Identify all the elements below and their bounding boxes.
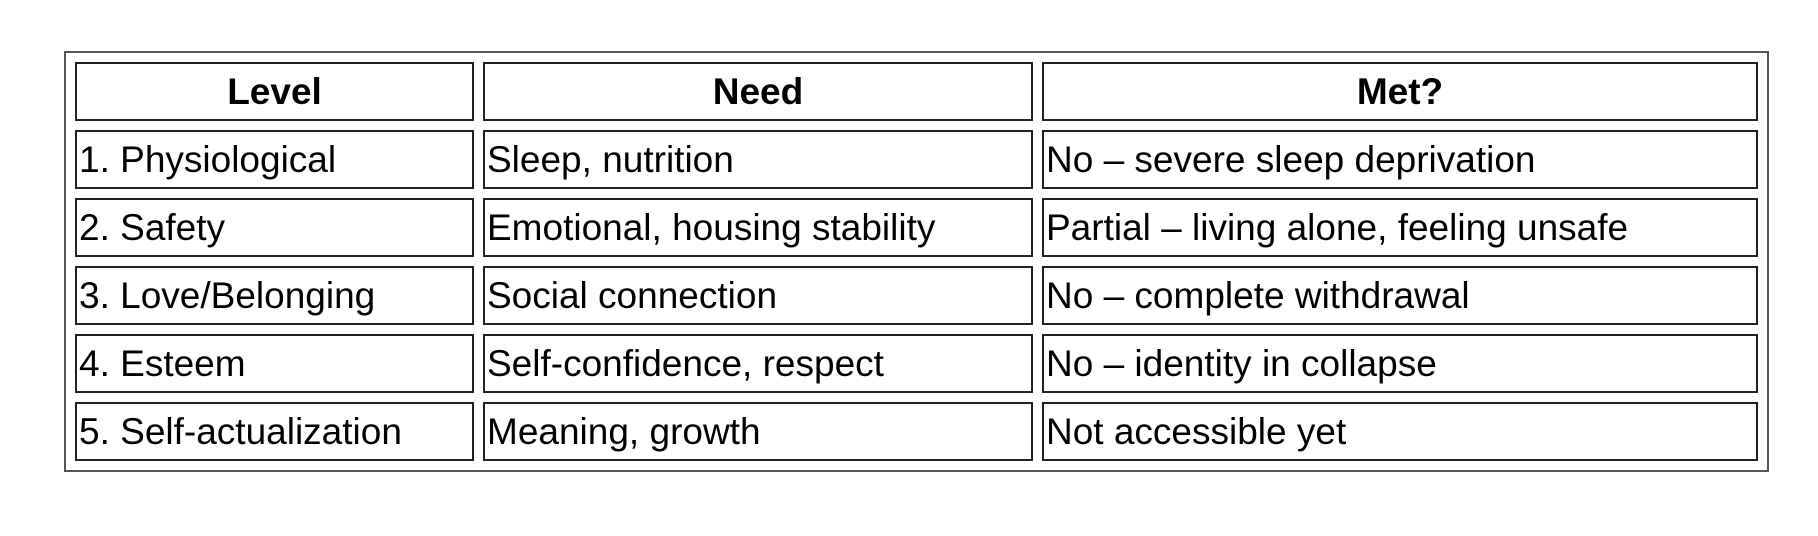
table-cell: 2. Safety bbox=[75, 198, 474, 257]
header-cell: Level bbox=[75, 62, 474, 121]
table-cell: 4. Esteem bbox=[75, 334, 474, 393]
table-cell: 1. Physiological bbox=[75, 130, 474, 189]
table-row: 1. Physiological Sleep, nutrition No – sev… bbox=[75, 130, 1758, 189]
table-cell: 5. Self-actualization bbox=[75, 402, 474, 461]
table-cell: Partial – living alone, feeling unsafe bbox=[1042, 198, 1758, 257]
table-body: 1. Physiological Sleep, nutrition No – sev… bbox=[75, 130, 1758, 461]
table-row: 5. Self-actualization Meaning, growth Not … bbox=[75, 402, 1758, 461]
table-row: 3. Love/Belonging Social connection No – c… bbox=[75, 266, 1758, 325]
table-row: 2. Safety Emotional, housing stability Par… bbox=[75, 198, 1758, 257]
needs-table: Level Need Met? 1. Physiological Sleep, nut… bbox=[64, 51, 1769, 472]
table-cell: Meaning, growth bbox=[483, 402, 1033, 461]
table-cell: Sleep, nutrition bbox=[483, 130, 1033, 189]
header-cell: Need bbox=[483, 62, 1033, 121]
table-cell: Self-confidence, respect bbox=[483, 334, 1033, 393]
header-cell: Met? bbox=[1042, 62, 1758, 121]
table-cell: No – identity in collapse bbox=[1042, 334, 1758, 393]
table-cell: Emotional, housing stability bbox=[483, 198, 1033, 257]
table-cell: No – severe sleep deprivation bbox=[1042, 130, 1758, 189]
table-cell: 3. Love/Belonging bbox=[75, 266, 474, 325]
table-row: 4. Esteem Self-confidence, respect No – id… bbox=[75, 334, 1758, 393]
table-cell: No – complete withdrawal bbox=[1042, 266, 1758, 325]
header-row: Level Need Met? bbox=[75, 62, 1758, 121]
table-cell: Not accessible yet bbox=[1042, 402, 1758, 461]
table-cell: Social connection bbox=[483, 266, 1033, 325]
